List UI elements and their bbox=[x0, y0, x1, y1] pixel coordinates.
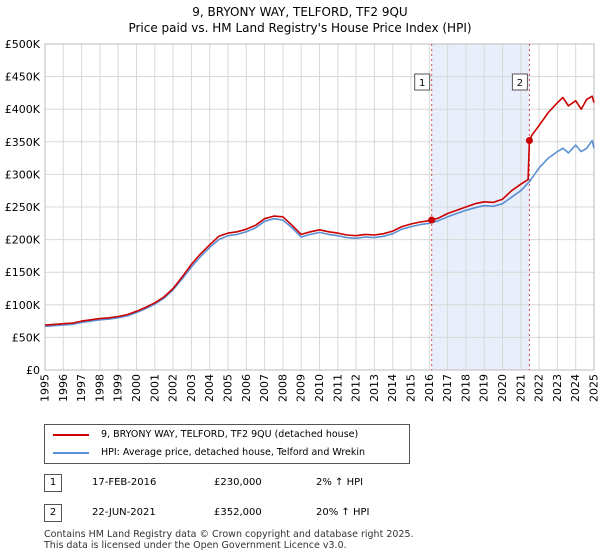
legend-swatch-property bbox=[53, 434, 89, 436]
x-tick-label: 2019 bbox=[478, 374, 491, 402]
price-chart: £0 £50K £100K £150K £200K £250K £300K £350K £400… bbox=[5, 38, 600, 402]
footer-line: Contains HM Land Registry data © Crown c… bbox=[44, 529, 414, 540]
x-tick-label: 2022 bbox=[533, 374, 546, 402]
x-tick-label: 2008 bbox=[276, 374, 289, 402]
transaction-hpi-change: 20% ↑ HPI bbox=[316, 507, 370, 518]
x-tick-label: 2000 bbox=[130, 374, 143, 402]
x-tick-label: 2016 bbox=[423, 374, 436, 402]
x-tick-label: 2017 bbox=[441, 374, 454, 402]
x-tick-label: 2025 bbox=[588, 374, 600, 402]
y-tick-label: £500K bbox=[5, 38, 41, 51]
event-badge-label: 2 bbox=[517, 78, 523, 89]
y-tick-label: £50K bbox=[12, 331, 41, 344]
y-tick-label: £100K bbox=[5, 299, 41, 312]
transaction-date: 22-JUN-2021 bbox=[92, 507, 156, 518]
y-tick-label: £400K bbox=[5, 103, 41, 116]
x-tick-label: 2001 bbox=[148, 374, 161, 402]
event-badge-box bbox=[511, 73, 528, 91]
event-marker bbox=[525, 136, 533, 144]
x-tick-label: 1998 bbox=[93, 374, 106, 402]
y-tick-label: £200K bbox=[5, 234, 41, 247]
x-tick-label: 2021 bbox=[514, 374, 527, 402]
x-tick-label: 2024 bbox=[569, 374, 582, 402]
x-tick-label: 1997 bbox=[75, 374, 88, 402]
x-tick-label: 2023 bbox=[551, 374, 564, 402]
chart-subtitle: Price paid vs. HM Land Registry's House … bbox=[128, 21, 472, 35]
x-tick-label: 2009 bbox=[295, 374, 308, 402]
transaction-price: £352,000 bbox=[214, 507, 262, 518]
x-tick-label: 2006 bbox=[240, 374, 253, 402]
x-tick-label: 2020 bbox=[496, 374, 509, 402]
event-badge-box bbox=[414, 73, 431, 91]
event-marker bbox=[428, 216, 436, 224]
x-tick-label: 2018 bbox=[459, 374, 472, 402]
event-badge-label: 1 bbox=[419, 78, 425, 89]
x-tick-label: 1999 bbox=[112, 374, 125, 402]
x-tick-label: 2010 bbox=[313, 374, 326, 402]
transaction-badge: 1 bbox=[44, 474, 62, 492]
x-tick-label: 2015 bbox=[405, 374, 418, 402]
legend-label-property: 9, BRYONY WAY, TELFORD, TF2 9QU (detache… bbox=[101, 429, 359, 440]
x-tick-label: 2011 bbox=[331, 374, 344, 402]
y-tick-label: £150K bbox=[5, 266, 41, 279]
x-tick-label: 2005 bbox=[222, 374, 235, 402]
footer-line: This data is licensed under the Open Gov… bbox=[44, 540, 347, 551]
footer-attribution: Contains HM Land Registry data © Crown c… bbox=[44, 529, 414, 551]
y-tick-label: £300K bbox=[5, 168, 41, 181]
chart-title: 9, BRYONY WAY, TELFORD, TF2 9QU bbox=[192, 5, 408, 19]
x-tick-label: 2013 bbox=[368, 374, 381, 402]
transaction-badge: 2 bbox=[44, 504, 62, 522]
transaction-hpi-change: 2% ↑ HPI bbox=[316, 477, 364, 488]
x-tick-label: 2003 bbox=[185, 374, 198, 402]
transaction-date: 17-FEB-2016 bbox=[92, 477, 157, 488]
x-tick-label: 2002 bbox=[167, 374, 180, 402]
transaction-price: £230,000 bbox=[214, 477, 262, 488]
x-tick-label: 2014 bbox=[386, 374, 399, 402]
legend-label-hpi: HPI: Average price, detached house, Telf… bbox=[101, 447, 366, 458]
y-tick-label: £250K bbox=[5, 201, 41, 214]
x-tick-label: 2004 bbox=[203, 374, 216, 402]
legend: 9, BRYONY WAY, TELFORD, TF2 9QU (detache… bbox=[44, 424, 410, 464]
series-line-hpi bbox=[44, 139, 595, 328]
y-tick-label: £450K bbox=[5, 71, 41, 84]
x-tick-label: 1995 bbox=[39, 374, 52, 402]
y-tick-label: £0 bbox=[26, 364, 40, 377]
x-tick-label: 1996 bbox=[57, 374, 70, 402]
y-tick-label: £350K bbox=[5, 136, 41, 149]
plot-frame bbox=[44, 43, 595, 371]
legend-swatch-hpi bbox=[53, 452, 89, 454]
x-tick-label: 2012 bbox=[350, 374, 363, 402]
x-tick-label: 2007 bbox=[258, 374, 271, 402]
